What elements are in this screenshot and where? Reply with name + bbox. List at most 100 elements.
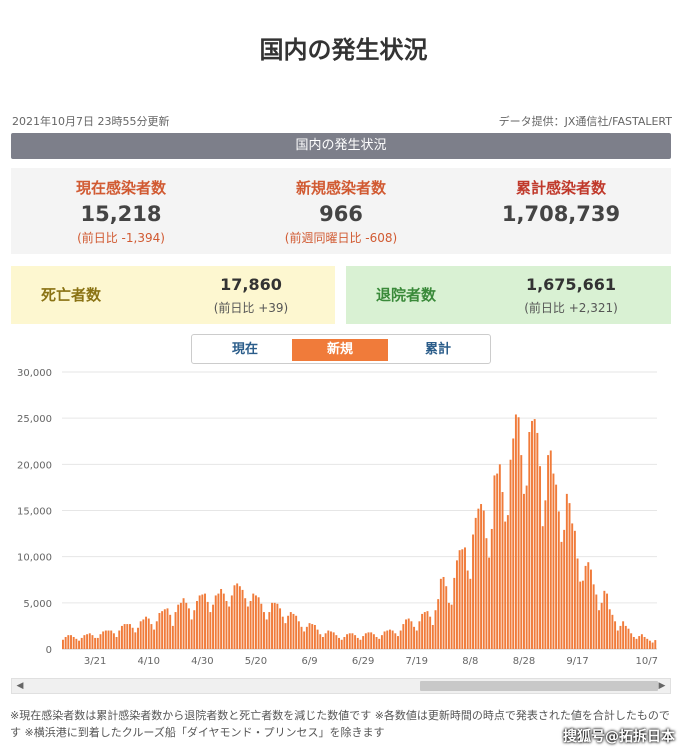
bar [284, 623, 287, 649]
bar [565, 493, 568, 649]
bar [83, 635, 86, 649]
bar [171, 625, 174, 649]
page-title: 国内の発生状況 [259, 36, 428, 64]
bar [311, 624, 314, 649]
bar [364, 633, 367, 649]
bar [496, 473, 499, 649]
new-cases-bar-chart: 0 5,000 10,000 15,000 20,000 25,000 30,000 3/2… [17, 368, 658, 667]
bar [75, 638, 78, 649]
bar [598, 610, 600, 649]
bar [624, 625, 627, 649]
bar [86, 634, 89, 649]
bar [340, 639, 343, 649]
bar [123, 624, 126, 649]
bar [305, 626, 308, 649]
bar [112, 633, 115, 649]
bar [632, 636, 635, 649]
bar [442, 576, 445, 649]
bar [541, 526, 544, 649]
bar [450, 604, 453, 649]
scroll-thumb[interactable] [420, 681, 658, 691]
bar [571, 523, 574, 649]
bar [254, 595, 257, 649]
bar [520, 455, 523, 649]
bar [196, 600, 198, 649]
bar [252, 593, 255, 649]
bar [426, 611, 429, 649]
bar [238, 586, 241, 649]
bar [249, 600, 252, 649]
bar [493, 475, 496, 649]
bar [514, 414, 517, 649]
tab-total[interactable]: 累計 [424, 342, 451, 357]
bar [166, 608, 169, 649]
bar [600, 602, 603, 649]
bar [592, 584, 595, 649]
bar [539, 466, 542, 649]
bar [292, 613, 295, 649]
bar [268, 612, 271, 649]
bar [289, 612, 292, 649]
chart-scrollbar[interactable]: ◀ ▶ [11, 678, 671, 694]
bar [155, 621, 158, 649]
bar [533, 419, 536, 649]
recovered-label: 退院者数 [375, 286, 436, 304]
y-tick-label: 25,000 [17, 414, 52, 425]
bar [469, 578, 472, 649]
bar [206, 601, 209, 649]
scroll-right-arrow-icon[interactable]: ▶ [658, 681, 666, 691]
bar [198, 595, 201, 649]
stat-delta: (前日比 -1,394) [77, 231, 165, 245]
y-tick-label: 15,000 [17, 507, 52, 518]
bar [512, 438, 515, 649]
bar [120, 625, 123, 649]
bar [488, 557, 491, 649]
bar [522, 493, 525, 649]
scroll-left-arrow-icon[interactable]: ◀ [16, 681, 24, 691]
bar [295, 615, 298, 649]
bar [501, 492, 504, 649]
x-tick-label: 5/20 [245, 656, 267, 667]
bar [386, 630, 389, 649]
bar [453, 577, 456, 649]
bar [466, 570, 469, 649]
bar [485, 538, 488, 649]
bar [118, 630, 121, 649]
bar [506, 515, 509, 649]
x-tick-label: 7/19 [406, 656, 428, 667]
bar [509, 459, 512, 649]
deaths-label: 死亡者数 [40, 286, 101, 304]
bar [651, 642, 654, 649]
bar [573, 530, 576, 649]
deaths-value: 17,860 [220, 275, 282, 294]
bar [351, 633, 354, 649]
bar [276, 603, 279, 649]
bar [367, 632, 370, 649]
bar [179, 602, 182, 649]
bar [437, 599, 440, 649]
bar [169, 614, 172, 649]
tab-current[interactable]: 現在 [231, 342, 258, 357]
bar [348, 633, 351, 649]
y-tick-label: 30,000 [17, 368, 52, 379]
bar [584, 565, 587, 649]
tab-new[interactable]: 新規 [292, 339, 388, 361]
bar [193, 610, 196, 649]
bar [611, 614, 614, 649]
bar [303, 631, 306, 649]
bar [343, 636, 346, 649]
recovered-box: 退院者数 1,675,661 (前日比 +2,321) [346, 266, 671, 324]
section-header: 国内の発生状況 [11, 133, 671, 159]
bar [370, 632, 373, 649]
bar [579, 581, 582, 649]
bar [619, 625, 622, 649]
bar [356, 637, 359, 649]
data-provider: データ提供：JX通信社/FASTALERT [498, 115, 672, 128]
bar [445, 586, 448, 649]
bar [137, 627, 139, 649]
bar [225, 600, 228, 649]
bar [504, 521, 507, 649]
bar [327, 630, 330, 649]
bar [391, 630, 394, 649]
bar [517, 417, 520, 649]
